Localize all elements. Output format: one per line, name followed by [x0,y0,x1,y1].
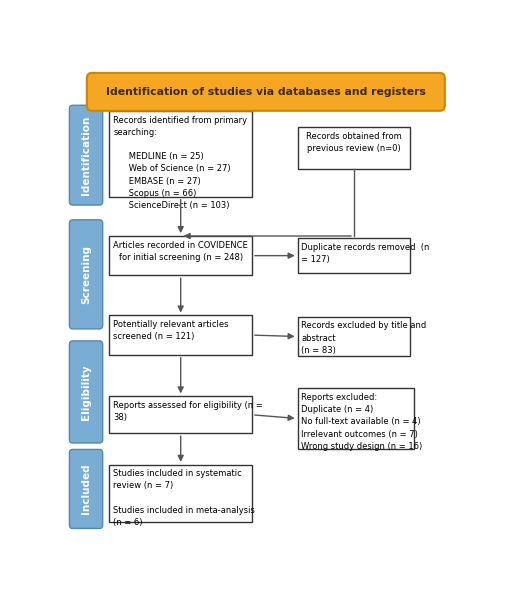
FancyBboxPatch shape [109,236,252,275]
Text: Eligibility: Eligibility [81,364,91,420]
FancyBboxPatch shape [297,317,410,356]
FancyBboxPatch shape [297,388,414,449]
Text: Identification of studies via databases and registers: Identification of studies via databases … [106,87,426,97]
Text: Articles recorded in COVIDENCE
for initial screening (n = 248): Articles recorded in COVIDENCE for initi… [113,241,248,262]
Text: Records identified from primary
searching:

      MEDLINE (n = 25)
      Web of : Records identified from primary searchin… [113,116,247,210]
FancyBboxPatch shape [109,464,252,523]
FancyBboxPatch shape [297,238,410,273]
Text: Records excluded by title and
abstract
(n = 83): Records excluded by title and abstract (… [301,322,427,355]
Text: Studies included in systematic
review (n = 7)

Studies included in meta-analysis: Studies included in systematic review (n… [113,469,256,527]
Text: Identification: Identification [81,115,91,195]
FancyBboxPatch shape [109,397,252,433]
Text: Duplicate records removed  (n
= 127): Duplicate records removed (n = 127) [301,243,430,264]
FancyBboxPatch shape [297,127,410,169]
FancyBboxPatch shape [69,341,103,443]
Text: Potentially relevant articles
screened (n = 121): Potentially relevant articles screened (… [113,320,229,341]
Text: Reports assessed for eligibility (n =
38): Reports assessed for eligibility (n = 38… [113,401,263,422]
FancyBboxPatch shape [69,105,103,205]
Text: Reports excluded:
Duplicate (n = 4)
No full-text available (n = 4)
Irrelevant ou: Reports excluded: Duplicate (n = 4) No f… [301,393,423,451]
FancyBboxPatch shape [69,220,103,329]
FancyBboxPatch shape [109,111,252,197]
Text: Included: Included [81,464,91,514]
FancyBboxPatch shape [69,449,103,529]
FancyBboxPatch shape [87,73,445,111]
FancyBboxPatch shape [109,316,252,355]
Text: Screening: Screening [81,245,91,304]
Text: Records obtained from
previous review (n=0): Records obtained from previous review (n… [306,132,402,153]
